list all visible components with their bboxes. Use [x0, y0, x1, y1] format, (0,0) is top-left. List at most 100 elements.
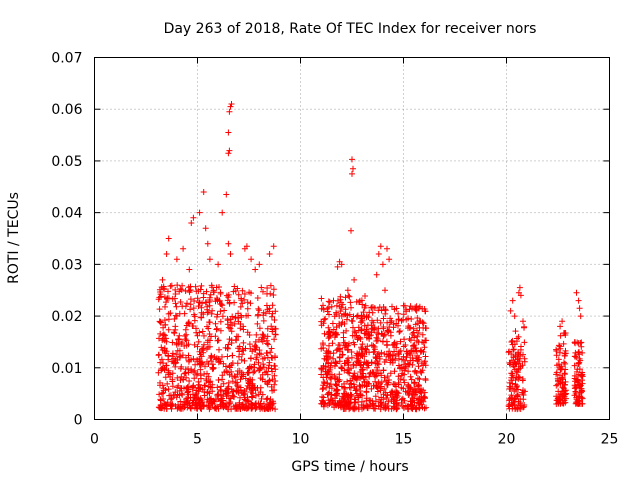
data-point [198, 314, 205, 321]
data-point [244, 299, 251, 306]
data-point [174, 374, 181, 381]
data-point [395, 379, 402, 386]
data-point [357, 336, 364, 342]
data-point [177, 299, 184, 305]
data-point [409, 388, 416, 395]
data-point [221, 307, 228, 314]
data-point [356, 299, 362, 306]
data-point [561, 352, 568, 359]
data-point [160, 389, 167, 396]
data-point [263, 302, 270, 309]
data-point [232, 336, 239, 343]
data-point [385, 328, 392, 335]
data-point [211, 353, 218, 360]
data-point [515, 351, 522, 358]
data-point [329, 397, 336, 404]
data-point [392, 400, 399, 407]
data-point [172, 312, 179, 319]
data-point [260, 361, 267, 368]
data-point [218, 395, 225, 402]
data-point [363, 389, 370, 396]
data-point [269, 368, 276, 375]
data-point [398, 356, 405, 363]
data-point [380, 304, 387, 310]
data-point [245, 312, 252, 319]
data-point [508, 339, 515, 345]
data-point [168, 282, 175, 289]
data-point [572, 349, 579, 356]
data-point [346, 366, 352, 373]
data-point [215, 377, 222, 383]
data-point [382, 287, 388, 294]
data-point [383, 392, 389, 399]
data-point [264, 381, 271, 388]
data-point [326, 342, 332, 349]
data-point [414, 383, 421, 390]
data-point [197, 384, 204, 391]
data-point [353, 376, 360, 383]
data-point [401, 397, 408, 404]
data-point [158, 344, 165, 351]
data-point [363, 331, 370, 338]
data-point [240, 326, 247, 333]
data-point [201, 341, 207, 348]
data-point [521, 402, 528, 408]
data-point [507, 307, 514, 314]
data-point [554, 362, 560, 369]
data-point [174, 405, 181, 412]
data-point [516, 405, 523, 412]
data-point [199, 347, 206, 354]
data-point [562, 330, 569, 336]
data-point [157, 359, 164, 366]
data-point [183, 385, 190, 392]
data-point [248, 256, 255, 263]
data-point [414, 320, 421, 327]
data-point [156, 404, 163, 411]
data-point [220, 404, 227, 411]
data-point [264, 333, 271, 340]
data-point [380, 396, 387, 403]
data-point [577, 313, 584, 320]
data-point [217, 308, 224, 315]
data-point [159, 332, 166, 339]
data-point [249, 394, 256, 401]
data-point [350, 324, 356, 331]
data-point [264, 340, 271, 347]
data-point [326, 383, 333, 390]
data-point [359, 341, 366, 348]
data-point [169, 370, 176, 377]
data-point [372, 405, 379, 412]
data-point [258, 351, 264, 358]
data-point [197, 405, 204, 412]
data-point [377, 319, 384, 326]
data-point [214, 392, 221, 399]
data-point [174, 282, 181, 289]
data-point [577, 357, 584, 364]
data-point [207, 355, 214, 361]
data-point [202, 363, 208, 370]
data-point [161, 317, 168, 324]
data-point [252, 387, 259, 394]
data-point [237, 394, 243, 401]
data-point [403, 306, 410, 313]
data-point [575, 361, 582, 367]
data-point [340, 390, 347, 397]
data-point [185, 284, 192, 291]
data-point [231, 320, 238, 327]
data-point [422, 325, 429, 331]
data-point [196, 381, 202, 388]
data-point [168, 402, 175, 409]
data-point [230, 288, 237, 295]
data-point [571, 362, 578, 369]
data-point [380, 324, 387, 330]
data-point [342, 396, 349, 403]
data-point [262, 405, 269, 412]
data-point [320, 399, 326, 405]
data-point [557, 332, 564, 339]
data-point [268, 313, 275, 320]
data-point [229, 313, 236, 320]
data-point [417, 388, 424, 395]
data-point [176, 332, 183, 339]
data-point [159, 390, 165, 397]
data-point [267, 404, 274, 411]
